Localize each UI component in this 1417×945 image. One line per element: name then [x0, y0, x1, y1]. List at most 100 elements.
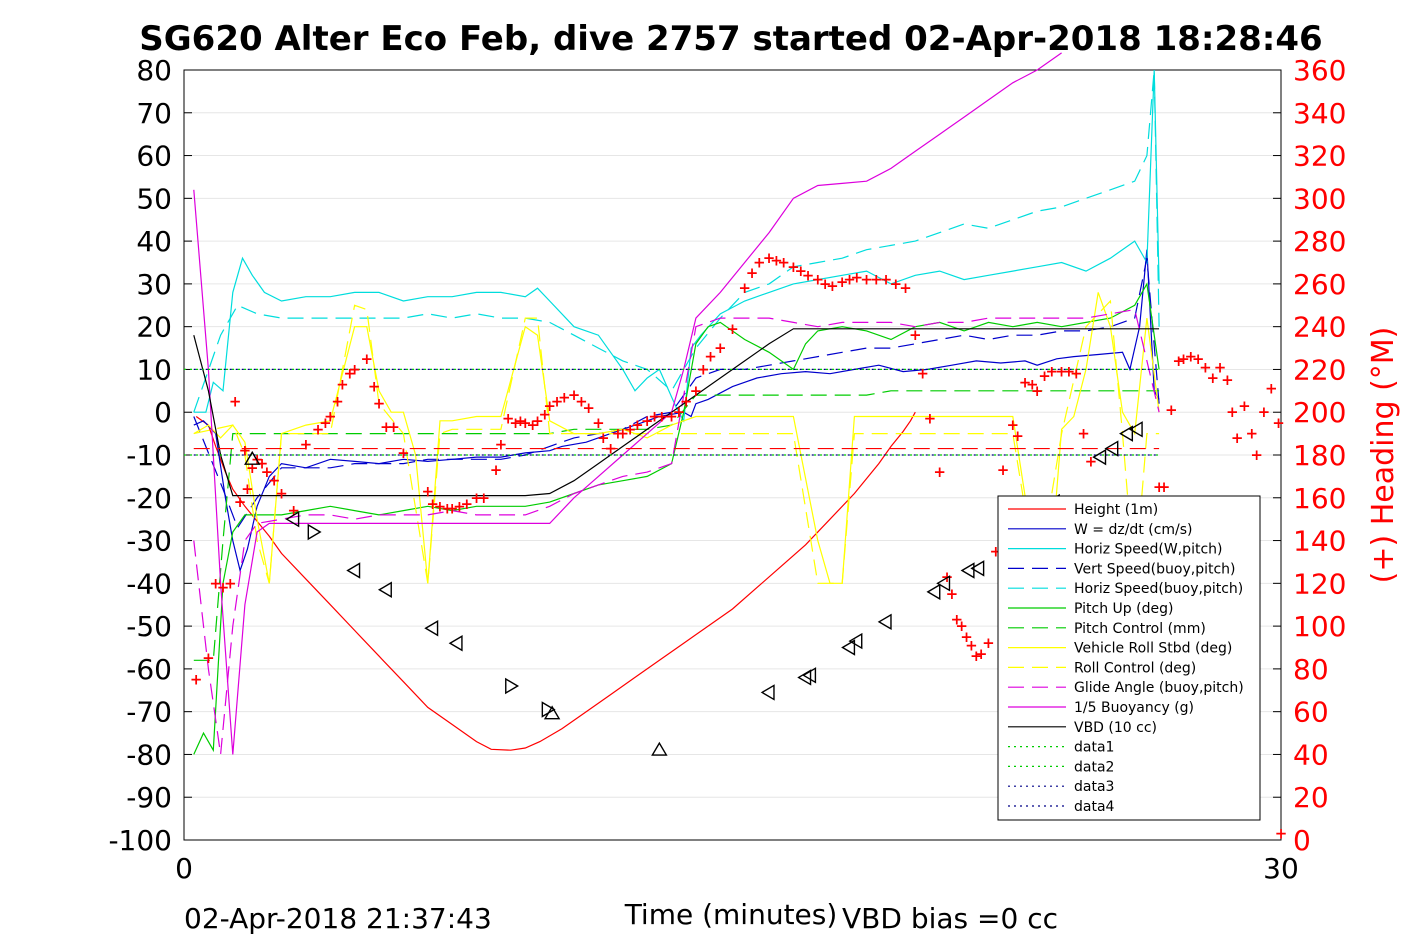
heading-point: + [1153, 478, 1166, 496]
legend-box [997, 495, 1261, 821]
heading-point: + [909, 326, 922, 344]
triangle-marker [877, 613, 892, 631]
footer-timestamp: 02-Apr-2018 21:37:43 [184, 902, 492, 935]
heading-point: + [478, 489, 491, 507]
triangle-marker [960, 562, 975, 579]
y-tick-label-left: -90 [126, 781, 172, 814]
heading-point: + [495, 435, 508, 453]
heading-point: + [1192, 350, 1205, 368]
heading-point: + [190, 671, 203, 689]
y-tick-label-right: 240 [1293, 311, 1346, 344]
heading-point: + [209, 574, 222, 592]
heading-point: + [234, 493, 247, 511]
legend-label: Height (1m) [1074, 502, 1158, 518]
heading-point: + [1031, 382, 1044, 400]
heading-point: + [441, 499, 454, 517]
legend-label: Glide Angle (buoy,pitch) [1074, 680, 1244, 696]
heading-point: + [1275, 825, 1288, 843]
heading-point: + [836, 273, 849, 291]
heading-point: + [568, 386, 581, 404]
triangle-marker [841, 639, 856, 656]
y-tick-label-right: 20 [1293, 781, 1329, 814]
heading-point: + [241, 480, 254, 498]
heading-point: + [965, 636, 978, 654]
heading-point: + [470, 489, 483, 507]
y-tick-label-left: -20 [126, 482, 172, 515]
heading-point: + [1185, 348, 1198, 366]
heading-point: + [1165, 401, 1178, 419]
triangle-marker [760, 684, 775, 701]
triangle-marker [377, 581, 392, 598]
series-line-glide-angle-buoy-pitch [193, 308, 1160, 755]
heading-point: + [551, 393, 564, 411]
heading-point: + [890, 275, 903, 293]
heading-point: + [1231, 429, 1244, 447]
heading-point: + [397, 444, 410, 462]
heading-point: + [899, 279, 912, 297]
heading-point: + [202, 649, 215, 667]
legend-label: data1 [1074, 740, 1114, 756]
legend-label: Horiz Speed(W,pitch) [1074, 542, 1222, 558]
heading-point: + [746, 264, 759, 282]
heading-point: + [287, 502, 300, 520]
heading-point: + [453, 497, 466, 515]
heading-point: + [319, 414, 332, 432]
heading-point: + [777, 254, 790, 272]
heading-point: + [851, 268, 864, 286]
heading-point: + [704, 348, 717, 366]
heading-point: + [1070, 365, 1083, 383]
legend-label: Vehicle Roll Stbd (deg) [1074, 641, 1232, 657]
heading-point: + [997, 461, 1010, 479]
triangle-marker [651, 741, 668, 756]
heading-point: + [256, 455, 269, 473]
heading-point: + [582, 399, 595, 417]
series-line-1-5-buoyancy-g [193, 52, 1062, 755]
x-tick-label: 0 [175, 852, 193, 885]
heading-point: + [673, 403, 686, 421]
heading-point: + [597, 429, 610, 447]
legend-label: W = dz/dt (cm/s) [1074, 522, 1193, 538]
triangle-marker [1128, 421, 1143, 438]
series-line-horiz-speed-w-pitch [193, 69, 1160, 423]
heading-point: + [982, 634, 995, 652]
y-tick-label-left: -70 [126, 696, 172, 729]
heading-point: + [787, 258, 800, 276]
legend-label: Pitch Control (mm) [1074, 621, 1206, 637]
heading-point: + [955, 617, 968, 635]
heading-point: + [960, 628, 973, 646]
heading-point: + [1063, 363, 1076, 381]
series-line-pitch-up-deg [193, 282, 1160, 755]
y-tick-label-right: 200 [1293, 396, 1346, 429]
y-tick-label-left: 10 [136, 353, 172, 386]
heading-point: + [656, 408, 669, 426]
heading-point: + [631, 416, 644, 434]
heading-point: + [575, 393, 588, 411]
y-tick-label-left: -60 [126, 653, 172, 686]
heading-point: + [1258, 403, 1271, 421]
y-tick-label-right: 280 [1293, 225, 1346, 258]
heading-point: + [794, 262, 807, 280]
y-tick-label-right: 300 [1293, 182, 1346, 215]
heading-point: + [1199, 358, 1212, 376]
y-tick-label-left: 70 [136, 97, 172, 130]
triangle-marker [802, 667, 817, 684]
heading-point: + [753, 254, 766, 272]
y-tick-label-left: 20 [136, 311, 172, 344]
heading-point: + [543, 397, 556, 415]
heading-point: + [770, 251, 783, 269]
heading-point: + [933, 463, 946, 481]
heading-point: + [1011, 427, 1024, 445]
heading-point: + [1206, 369, 1219, 387]
heading-point: + [1214, 358, 1227, 376]
heading-point: + [738, 279, 751, 297]
heading-point: + [1272, 414, 1285, 432]
heading-point: + [680, 393, 693, 411]
y-tick-label-left: 40 [136, 225, 172, 258]
triangle-marker [424, 620, 439, 637]
heading-point: + [490, 461, 503, 479]
x-tick-label: 30 [1263, 852, 1299, 885]
heading-point: + [460, 495, 473, 513]
y-tick-label-right: 180 [1293, 439, 1346, 472]
triangle-marker [970, 560, 985, 577]
